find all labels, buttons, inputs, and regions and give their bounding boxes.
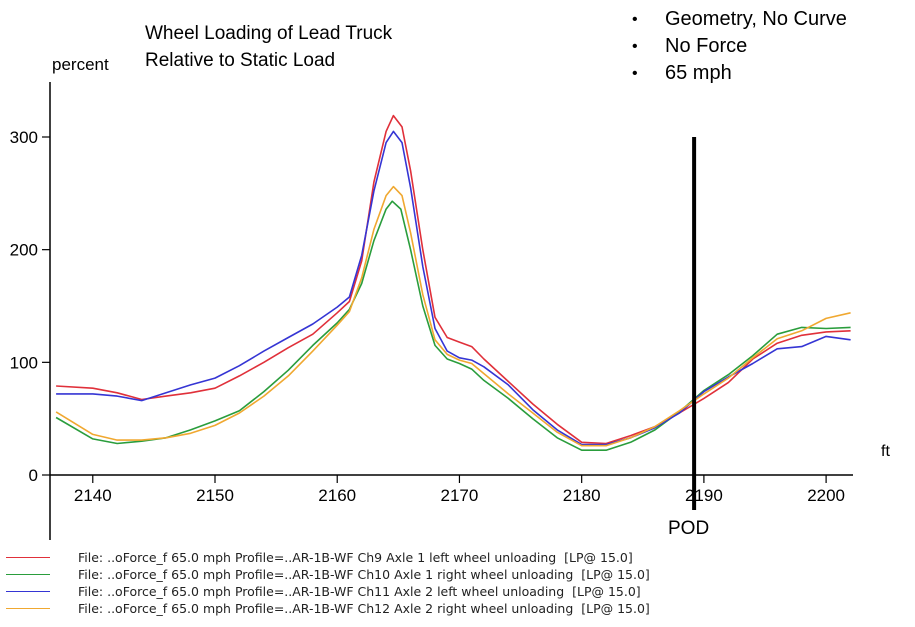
legend-entry: File: ..oForce_f 65.0 mph Profile=..AR-1… <box>6 549 650 566</box>
series-line-2 <box>55 200 851 451</box>
y-tick-label: 200 <box>10 241 38 260</box>
legend-swatch <box>6 591 50 592</box>
legend-entry: File: ..oForce_f 65.0 mph Profile=..AR-1… <box>6 583 650 600</box>
legend-entry: File: ..oForce_f 65.0 mph Profile=..AR-1… <box>6 600 650 617</box>
x-tick-label: 2140 <box>74 486 112 505</box>
legend-swatch <box>6 608 50 609</box>
x-axis-label: ft <box>881 443 890 460</box>
series-line-4 <box>55 185 851 447</box>
bullet-item: No Force <box>632 33 847 60</box>
x-tick-label: 2150 <box>196 486 234 505</box>
x-tick-label: 2160 <box>318 486 356 505</box>
bullet-item: Geometry, No Curve <box>632 6 847 33</box>
legend-entry: File: ..oForce_f 65.0 mph Profile=..AR-1… <box>6 566 650 583</box>
chart-title-line-2: Relative to Static Load <box>145 50 336 71</box>
y-axis-label: percent <box>52 55 109 74</box>
legend-label: File: ..oForce_f 65.0 mph Profile=..AR-1… <box>78 584 641 599</box>
x-tick-label: 2190 <box>685 486 723 505</box>
x-tick-label: 2200 <box>807 486 845 505</box>
x-tick-label: 2170 <box>441 486 479 505</box>
y-tick-label: 0 <box>29 466 38 485</box>
pod-marker-label: POD <box>668 518 710 539</box>
legend-label: File: ..oForce_f 65.0 mph Profile=..AR-1… <box>78 567 650 582</box>
y-tick-label: 100 <box>10 353 38 372</box>
y-tick-label: 300 <box>10 128 38 147</box>
series-line-3 <box>56 130 851 446</box>
condition-bullet-list: Geometry, No Curve No Force 65 mph <box>632 6 847 87</box>
bullet-item: 65 mph <box>632 60 847 87</box>
chart-title-line-1: Wheel Loading of Lead Truck <box>145 23 393 44</box>
series-line-1 <box>56 114 851 445</box>
chart-legend: File: ..oForce_f 65.0 mph Profile=..AR-1… <box>6 549 650 617</box>
legend-label: File: ..oForce_f 65.0 mph Profile=..AR-1… <box>78 601 650 616</box>
chart-title: Wheel Loading of Lead Truck Relative to … <box>145 20 392 74</box>
legend-swatch <box>6 557 50 558</box>
legend-swatch <box>6 574 50 575</box>
legend-label: File: ..oForce_f 65.0 mph Profile=..AR-1… <box>78 550 633 565</box>
x-tick-label: 2180 <box>563 486 601 505</box>
